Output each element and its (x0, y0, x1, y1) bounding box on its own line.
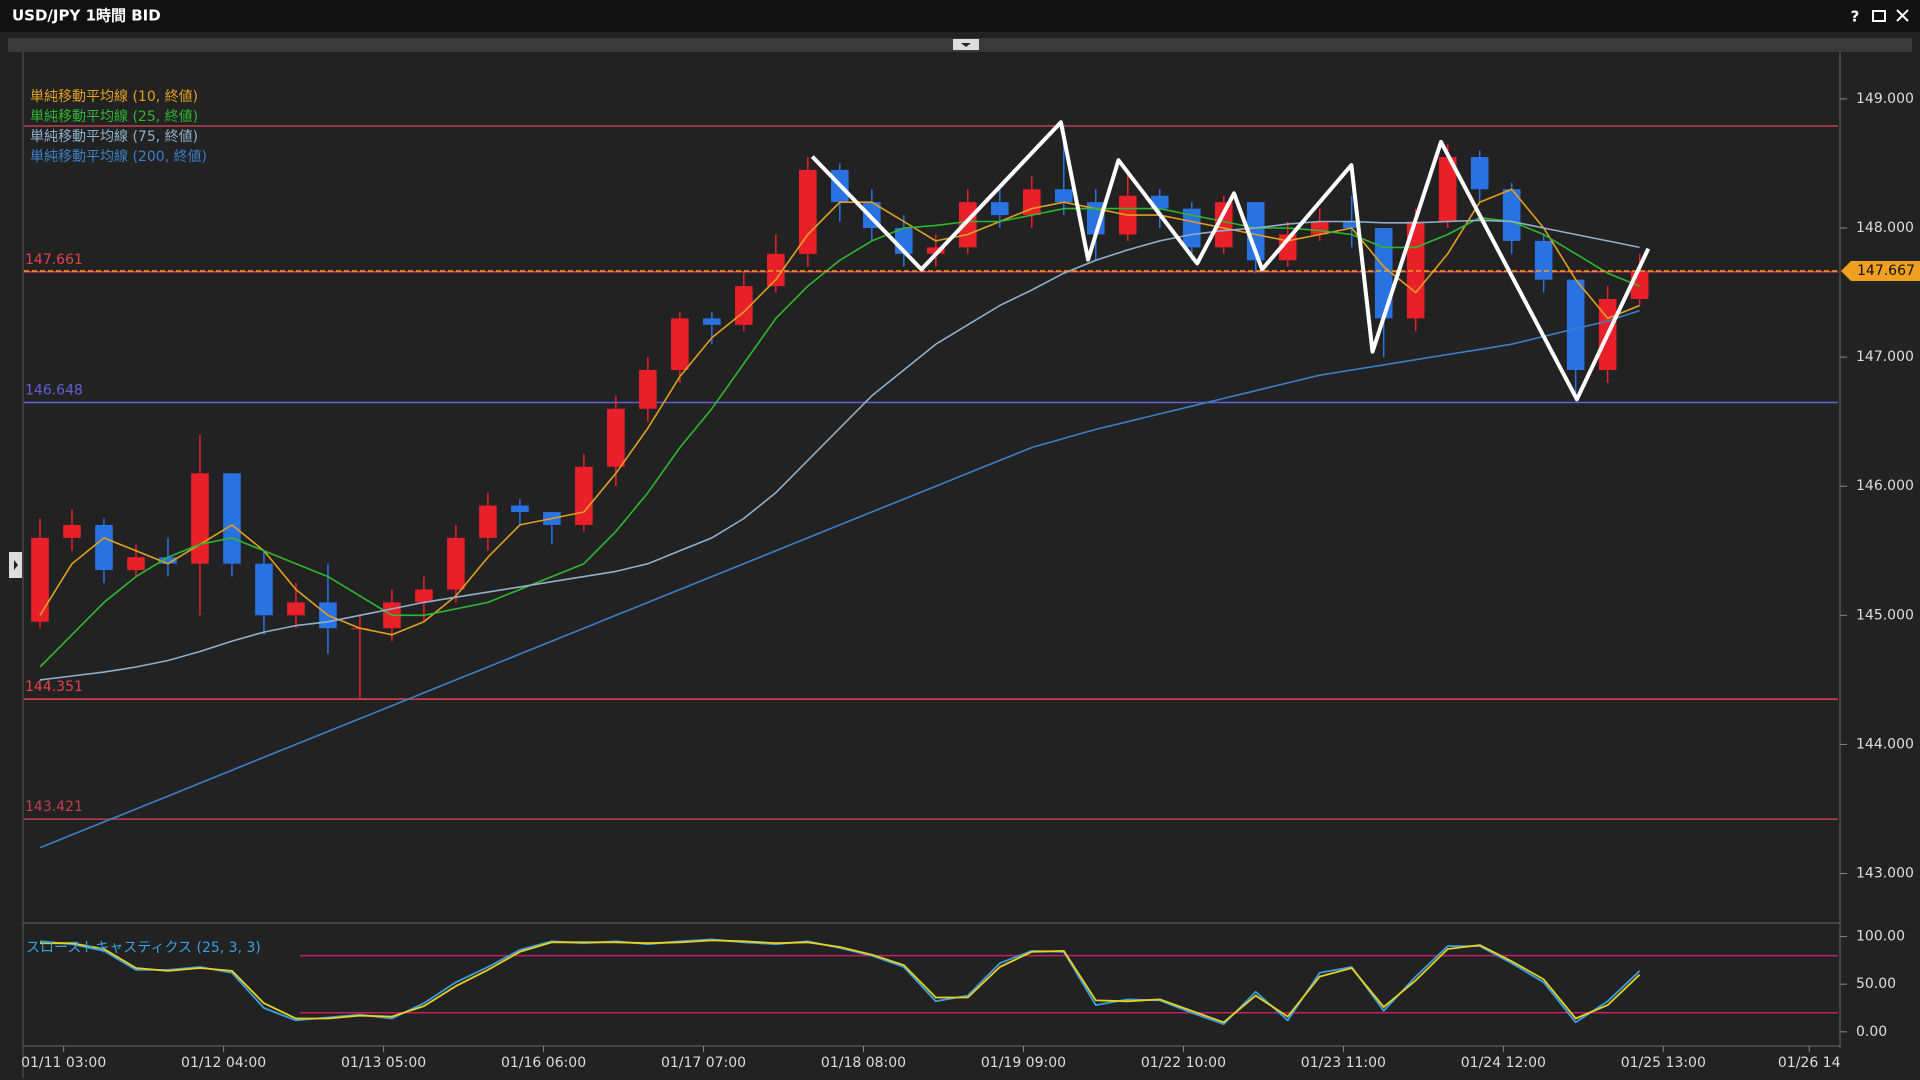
moving-average-line (39, 309, 1640, 849)
candle-body (479, 505, 497, 538)
candle-body (1182, 208, 1201, 248)
last-price-tag (1841, 260, 1920, 281)
candle-body (1438, 156, 1457, 222)
maximize-button[interactable] (1872, 10, 1886, 22)
candle-body (1534, 240, 1553, 280)
moving-average-line (39, 188, 1640, 636)
candle-body (1214, 202, 1233, 248)
y-tick-label: 147.000 (1856, 349, 1914, 365)
candle-body (575, 466, 593, 525)
level-label: 146.648 (25, 383, 83, 399)
legend-entry: 単純移動平均線 (200, 終値) (30, 149, 207, 165)
x-tick-label: 01/11 03:00 (21, 1055, 106, 1071)
level-label: 147.661 (25, 252, 83, 268)
x-tick-label: 01/12 04:00 (181, 1055, 266, 1071)
candle-body (287, 602, 305, 616)
candle-body (1374, 228, 1393, 319)
candle-body (799, 169, 817, 254)
candle-body (511, 505, 529, 513)
candle-body (223, 473, 241, 564)
help-button[interactable]: ? (1851, 8, 1860, 26)
candle-body (1342, 221, 1361, 228)
legend-entry: 単純移動平均線 (75, 終値) (30, 129, 198, 145)
candle-body (95, 524, 113, 571)
close-button[interactable] (1896, 9, 1909, 22)
x-tick-label: 01/18 08:00 (821, 1055, 906, 1071)
level-label: 144.351 (25, 679, 83, 695)
x-tick-label: 01/24 12:00 (1461, 1055, 1546, 1071)
y-tick-label: 144.000 (1856, 736, 1914, 752)
moving-average-line (39, 207, 1640, 668)
candle-body (1630, 270, 1649, 300)
window-title: USD/JPY 1時間 BID (12, 7, 161, 25)
candle-body (1502, 189, 1521, 241)
y-tick-label: 100.00 (1856, 929, 1905, 945)
candle-body (255, 563, 273, 616)
y-tick-label: 0.00 (1856, 1024, 1887, 1040)
candle-body (1470, 156, 1489, 190)
level-label: 143.421 (25, 799, 83, 815)
oscillator-title: スローストキャスティクス (25, 3, 3) (26, 940, 261, 956)
price-plot (24, 120, 1838, 849)
trend-line (810, 120, 1651, 402)
x-tick-label: 01/23 11:00 (1301, 1055, 1386, 1071)
x-tick-label: 01/17 07:00 (661, 1055, 746, 1071)
candle-body (990, 202, 1009, 216)
candle-body (1278, 234, 1297, 261)
x-tick-label: 01/16 06:00 (501, 1055, 586, 1071)
oscillator-plot (39, 938, 1838, 1026)
candle-body (447, 537, 465, 590)
candle-body (703, 318, 721, 325)
collapse-arrow (961, 43, 971, 47)
candle-body (927, 247, 945, 254)
candle-body (1022, 189, 1041, 216)
x-tick-label: 01/25 13:00 (1621, 1055, 1706, 1071)
candle-body (607, 408, 625, 467)
legend-entry: 単純移動平均線 (10, 終値) (30, 89, 198, 105)
oscillator-line (39, 938, 1641, 1026)
candle-body (63, 524, 81, 538)
last-price-label: 147.667 (1857, 263, 1915, 279)
candle-body (1566, 279, 1585, 371)
candle-body (31, 537, 49, 622)
candle-body (159, 557, 177, 564)
y-tick-label: 50.00 (1856, 976, 1896, 992)
candle-body (415, 589, 433, 603)
x-tick-label: 01/13 05:00 (341, 1055, 426, 1071)
y-tick-label: 148.000 (1856, 220, 1914, 236)
x-tick-label: 01/22 10:00 (1141, 1055, 1226, 1071)
candle-body (127, 557, 145, 571)
y-tick-label: 146.000 (1856, 478, 1914, 494)
legend-entry: 単純移動平均線 (25, 終値) (30, 109, 198, 125)
candle-body (1054, 189, 1073, 203)
candle-body (639, 370, 657, 409)
y-tick-label: 143.000 (1856, 866, 1914, 882)
y-tick-label: 149.000 (1856, 91, 1914, 107)
candle-body (671, 318, 689, 371)
candle-body (767, 253, 785, 287)
x-tick-label: 01/19 09:00 (981, 1055, 1066, 1071)
side-tab-arrow (14, 560, 18, 570)
oscillator-line (40, 939, 1641, 1024)
y-tick-label: 145.000 (1856, 607, 1914, 623)
x-tick-label: 01/26 14 (1778, 1055, 1841, 1071)
moving-average-line (39, 219, 1640, 681)
candle-body (191, 473, 209, 564)
title-bar (0, 0, 1920, 32)
